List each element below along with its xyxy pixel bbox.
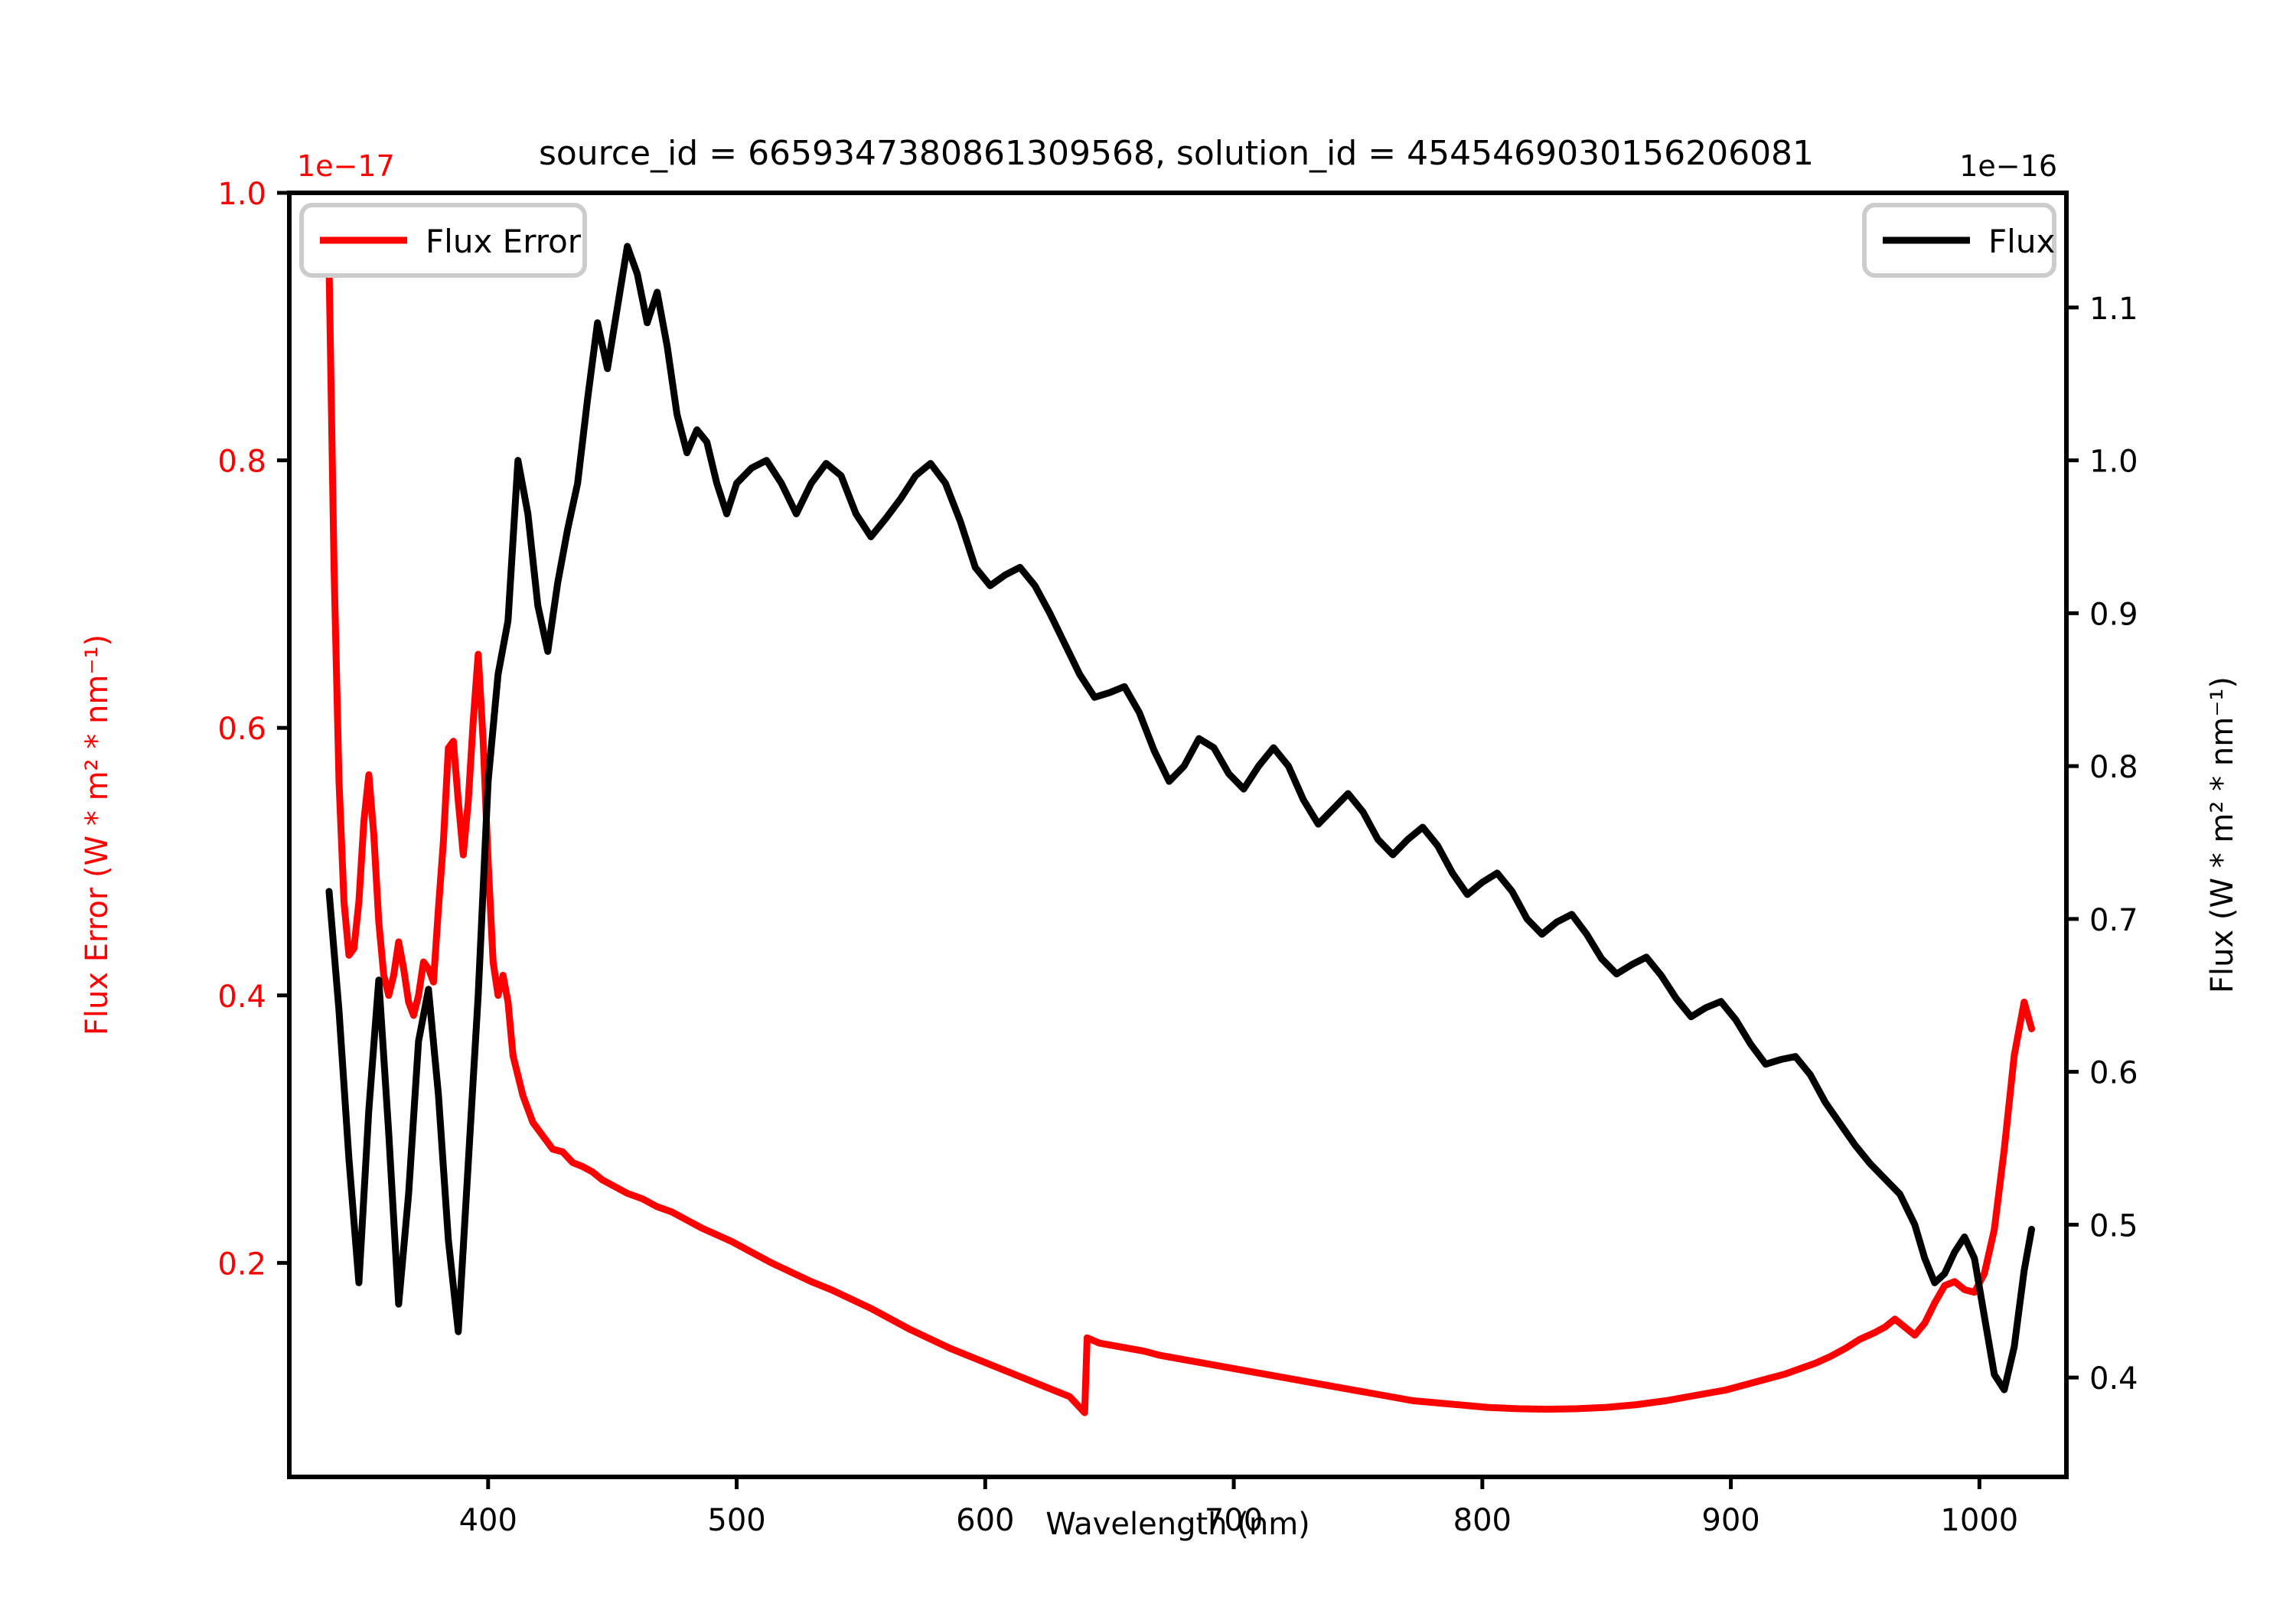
left-axis-ticks: 0.2 0.4 0.6 0.8 1.0 — [217, 177, 289, 1282]
x-tick-label: 400 — [459, 1503, 517, 1538]
x-tick-label: 800 — [1453, 1503, 1512, 1538]
chart-title: source_id = 6659347380861309568, solutio… — [539, 134, 1814, 173]
right-y-tick-label: 0.4 — [2089, 1361, 2138, 1397]
left-y-tick-label: 0.6 — [217, 712, 266, 747]
x-axis-ticks: 400 500 600 700 800 900 1000 — [459, 1477, 2018, 1538]
legend-flux-error-label: Flux Error — [426, 223, 582, 260]
right-y-axis-label: Flux (W * m² * nm⁻¹) — [2205, 676, 2240, 993]
right-y-tick-label: 1.0 — [2089, 445, 2138, 480]
flux-error-curve — [325, 262, 2036, 1416]
right-y-tick-label: 0.7 — [2089, 903, 2138, 938]
right-y-tick-label: 0.5 — [2089, 1208, 2138, 1244]
legend-flux-error[interactable]: Flux Error — [299, 203, 587, 278]
left-y-tick-label: 0.4 — [217, 980, 266, 1015]
left-y-axis-label: Flux Error (W * m² * nm⁻¹) — [80, 634, 115, 1035]
legend-flux-error-box — [299, 203, 587, 278]
left-axis-offset-label: 1e−17 — [297, 149, 395, 183]
left-y-tick-label: 1.0 — [217, 177, 266, 212]
right-y-tick-label: 1.1 — [2089, 292, 2138, 327]
x-tick-label: 500 — [707, 1503, 765, 1538]
right-y-tick-label: 0.9 — [2089, 597, 2138, 632]
legend-flux-label: Flux — [1988, 223, 2055, 260]
x-axis-label: Wavelength (nm) — [1045, 1507, 1310, 1542]
right-axis-offset-label: 1e−16 — [1959, 149, 2057, 183]
left-y-tick-label: 0.2 — [217, 1247, 266, 1282]
x-tick-label: 700 — [1205, 1503, 1263, 1538]
right-y-tick-label: 0.8 — [2089, 750, 2138, 785]
plot-area-frame — [287, 191, 2069, 1479]
x-tick-label: 1000 — [1940, 1503, 2018, 1538]
legend-flux[interactable]: Flux — [1862, 203, 2056, 278]
left-y-tick-label: 0.8 — [217, 445, 266, 480]
right-axis-ticks: 0.4 0.5 0.6 0.7 0.8 0.9 1.0 1.1 — [2066, 292, 2138, 1397]
x-tick-label: 600 — [956, 1503, 1014, 1538]
x-tick-label: 900 — [1701, 1503, 1760, 1538]
right-y-tick-label: 0.6 — [2089, 1056, 2138, 1091]
flux-curve — [325, 243, 2036, 1393]
